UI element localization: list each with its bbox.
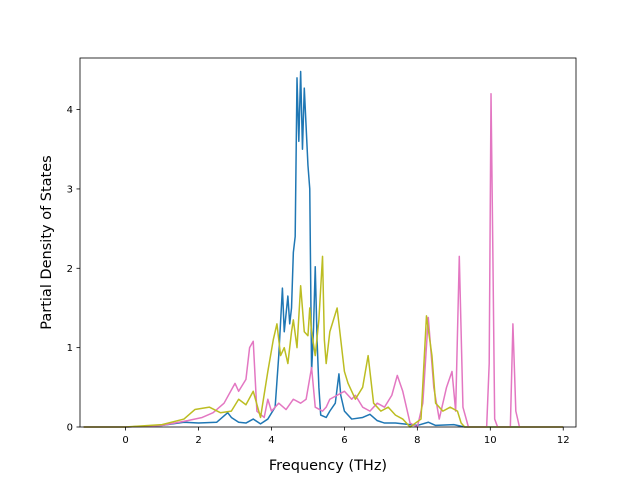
series-line-1 [83,70,564,428]
y-tick-label: 0 [67,423,73,434]
x-axis-ticks: 0 2 4 6 8 10 12 [122,427,570,446]
x-tick-label: 6 [341,435,347,446]
x-tick-label: 4 [268,435,274,446]
x-axis-title: Frequency (THz) [269,458,387,474]
y-axis-ticks: 0 1 2 3 4 [67,105,80,434]
x-tick-label: 12 [557,435,570,446]
plot-area-frame [79,57,577,428]
series-layer [83,70,564,428]
y-axis-title: Partial Density of States [39,155,55,329]
x-tick-label: 2 [195,435,201,446]
series-line-3 [83,255,564,428]
series-line-2 [83,92,564,428]
x-tick-label: 10 [484,435,497,446]
y-tick-label: 1 [67,343,73,354]
y-tick-label: 4 [67,105,73,116]
y-tick-label: 2 [67,264,73,275]
x-tick-label: 8 [414,435,420,446]
y-tick-label: 3 [67,185,73,196]
x-tick-label: 0 [122,435,128,446]
